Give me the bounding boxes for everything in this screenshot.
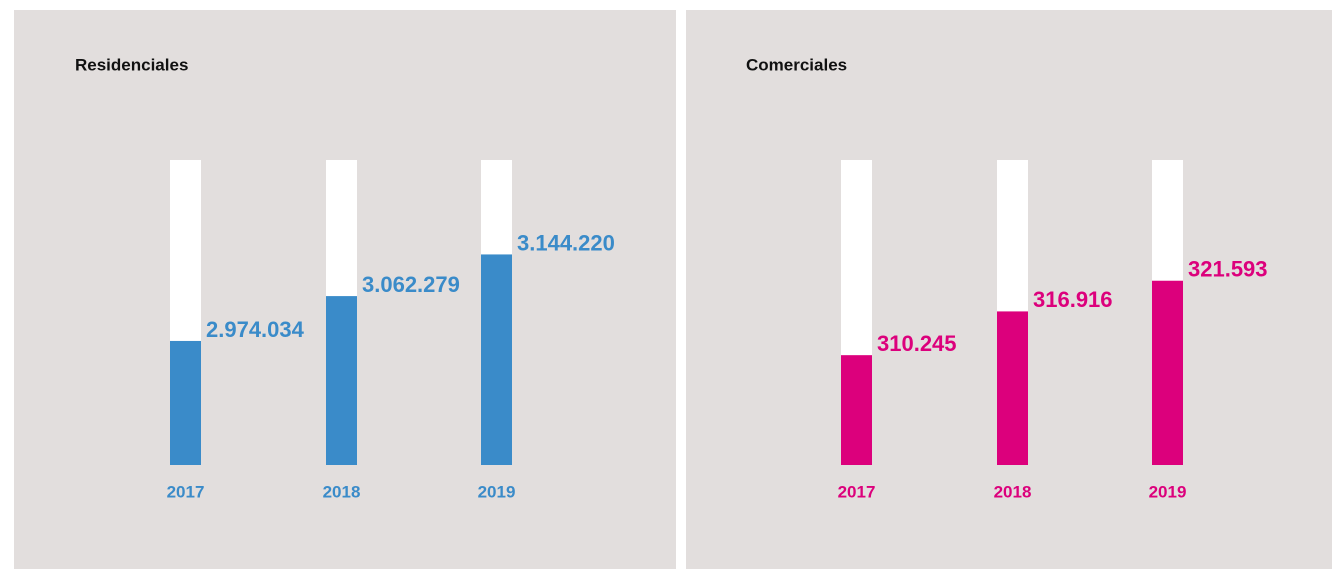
- bar: [481, 254, 512, 465]
- chart-title: Comerciales: [746, 55, 847, 74]
- bar: [170, 340, 201, 465]
- bar: [841, 355, 872, 465]
- x-tick-label: 2018: [323, 482, 361, 501]
- bar: [997, 311, 1028, 465]
- chart-title: Residenciales: [75, 55, 188, 74]
- x-tick-label: 2017: [838, 482, 876, 501]
- x-tick-label: 2017: [167, 482, 205, 501]
- value-label: 2.974.034: [206, 317, 305, 342]
- value-label: 310.245: [877, 331, 957, 356]
- value-label: 321.593: [1188, 257, 1268, 282]
- bar: [326, 296, 357, 465]
- x-tick-label: 2019: [1149, 482, 1187, 501]
- value-label: 3.144.220: [517, 230, 615, 255]
- x-tick-label: 2018: [994, 482, 1032, 501]
- x-tick-label: 2019: [478, 482, 516, 501]
- bar: [1152, 280, 1183, 465]
- value-label: 3.062.279: [362, 272, 460, 297]
- value-label: 316.916: [1033, 287, 1113, 312]
